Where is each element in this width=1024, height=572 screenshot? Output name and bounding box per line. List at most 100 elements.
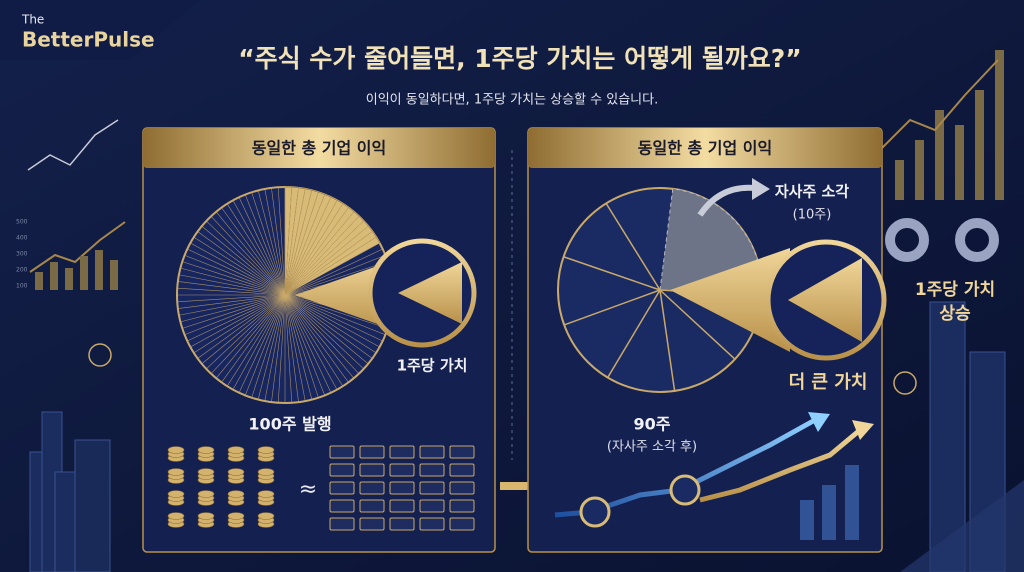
certificate: [329, 481, 355, 495]
buyback-arrow: [697, 184, 756, 217]
share-line: [257, 190, 286, 296]
buyback-label: 자사주 소각: [775, 183, 849, 201]
share-line: [271, 294, 286, 403]
title: “주식 수가 줄어들면, 1주당 가치는 어떻게 될까요?”: [238, 44, 801, 73]
coin-icon: [893, 371, 917, 395]
share-line: [284, 294, 360, 374]
share-line: [184, 254, 286, 296]
share-line: [284, 294, 338, 390]
coin-icon: [669, 474, 701, 506]
share-line: [190, 294, 286, 348]
share-line: [238, 294, 286, 393]
shares-label: 90주: [634, 415, 671, 434]
share-line: [193, 236, 286, 296]
coin: [197, 512, 215, 520]
share-line: [284, 220, 364, 296]
share-line: [182, 294, 286, 329]
deco-bar: [955, 125, 964, 200]
coin: [197, 446, 215, 454]
certificate: [389, 499, 415, 513]
share-line: [210, 216, 286, 296]
share-line: [284, 203, 344, 296]
axis-label: 200: [16, 267, 28, 274]
share-line: [284, 261, 388, 296]
building: [929, 301, 966, 572]
share-line: [284, 294, 349, 383]
share-line: [284, 197, 332, 296]
share-line: [264, 188, 286, 296]
share-line: [264, 294, 286, 402]
coin: [167, 512, 185, 520]
coin: [197, 468, 215, 476]
share-line: [284, 192, 319, 296]
deco-bar: [822, 485, 836, 540]
share-line: [184, 294, 286, 336]
deco-bar: [35, 272, 43, 290]
share-line: [215, 294, 286, 379]
arrowhead: [808, 412, 830, 432]
share-line: [177, 287, 286, 296]
certificate: [419, 499, 445, 513]
share-line: [232, 294, 286, 390]
share-line: [284, 294, 355, 379]
axis-label: 300: [16, 251, 28, 258]
certificate: [419, 517, 445, 531]
right-pie: [554, 178, 887, 540]
share-line: [206, 220, 286, 296]
share-line: [244, 294, 286, 396]
share-line: [284, 294, 313, 400]
deco-bar: [935, 110, 944, 200]
growth-line: [699, 428, 862, 503]
deco-bar: [895, 160, 904, 200]
value-label: 더 큰 가치: [789, 372, 868, 393]
share-line: [284, 294, 306, 402]
certificate: [359, 463, 385, 477]
share-line: [284, 231, 373, 296]
certificate: [359, 499, 385, 513]
deco-bar: [975, 90, 984, 200]
certificate: [449, 517, 475, 531]
share-line: [284, 194, 326, 296]
zoom-slice: [788, 258, 862, 342]
deco-bar: [995, 50, 1004, 200]
share-line: [284, 225, 369, 296]
share-line: [284, 294, 386, 336]
share-line: [284, 294, 380, 348]
certificate: [389, 445, 415, 459]
axis-label: 100: [16, 283, 28, 290]
shares-label: 100주 발행: [248, 415, 331, 434]
share-line: [284, 294, 377, 354]
share-line: [251, 192, 286, 296]
share-line: [284, 211, 355, 296]
coin: [227, 446, 245, 454]
brand-small: The: [21, 13, 44, 27]
deco-bar: [915, 140, 924, 200]
axis-label: 400: [16, 235, 28, 242]
share-line: [277, 294, 286, 403]
left-panel-header: [143, 128, 495, 168]
share-line: [659, 289, 736, 360]
share-line: [177, 294, 286, 303]
coin: [257, 446, 275, 454]
certificate: [389, 463, 415, 477]
share-line: [563, 289, 661, 326]
deco-bar: [800, 500, 814, 540]
share-line: [284, 216, 360, 296]
certificate: [329, 463, 355, 477]
deco-bar: [80, 256, 88, 290]
right-panel-header: [528, 128, 882, 168]
building: [54, 471, 76, 572]
share-line: [607, 289, 661, 378]
right-panel-title: 동일한 총 기업 이익: [638, 139, 772, 158]
deco-line: [27, 119, 119, 171]
share-line: [284, 294, 373, 359]
share-line: [284, 242, 380, 296]
share-line: [271, 187, 286, 296]
share-line: [187, 248, 286, 296]
share-line: [284, 294, 344, 387]
share-line: [284, 294, 383, 342]
beam: [670, 248, 790, 352]
deco-line: [879, 59, 999, 151]
deco-bar: [50, 262, 58, 290]
